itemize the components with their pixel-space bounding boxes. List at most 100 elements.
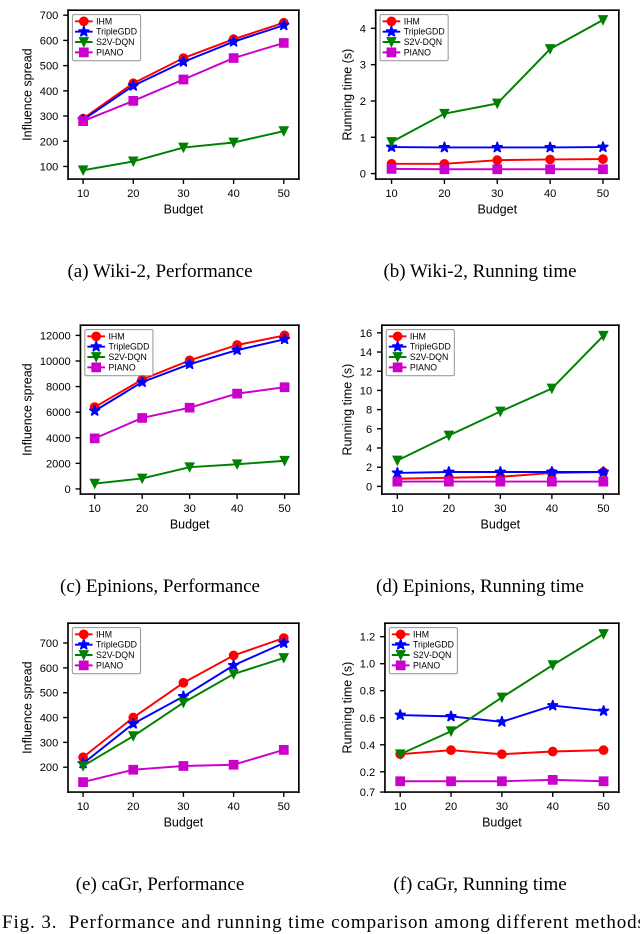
svg-text:20: 20: [442, 503, 454, 515]
svg-text:IHM: IHM: [96, 629, 112, 639]
svg-text:PIANO: PIANO: [96, 47, 123, 57]
svg-text:IHM: IHM: [412, 629, 428, 639]
svg-text:0.6: 0.6: [359, 713, 374, 725]
svg-text:IHM: IHM: [403, 16, 419, 26]
svg-text:Running time (s): Running time (s): [340, 49, 354, 141]
svg-text:10: 10: [391, 503, 403, 515]
svg-text:400: 400: [39, 713, 58, 725]
svg-text:10: 10: [394, 801, 406, 813]
svg-text:6: 6: [365, 424, 371, 436]
svg-text:20: 20: [127, 188, 139, 200]
svg-text:TripleGDD: TripleGDD: [412, 640, 453, 650]
svg-text:700: 700: [39, 10, 58, 22]
svg-text:2: 2: [359, 96, 365, 108]
svg-text:TripleGDD: TripleGDD: [409, 342, 450, 352]
svg-text:50: 50: [597, 801, 609, 813]
svg-text:10: 10: [88, 503, 100, 515]
svg-text:0.7: 0.7: [359, 787, 374, 799]
svg-text:PIANO: PIANO: [108, 362, 135, 372]
svg-text:10: 10: [76, 188, 88, 200]
svg-text:30: 30: [177, 801, 189, 813]
svg-text:10: 10: [76, 801, 88, 813]
svg-text:50: 50: [277, 188, 289, 200]
svg-text:0.2: 0.2: [359, 767, 374, 779]
svg-text:Influence spread: Influence spread: [20, 48, 34, 140]
svg-text:12000: 12000: [39, 330, 70, 342]
svg-text:Budget: Budget: [477, 203, 517, 217]
svg-text:0: 0: [359, 169, 365, 181]
svg-text:40: 40: [546, 801, 558, 813]
svg-text:6000: 6000: [46, 407, 71, 419]
svg-text:30: 30: [495, 801, 507, 813]
svg-text:Budget: Budget: [163, 816, 203, 830]
svg-text:20: 20: [135, 503, 147, 515]
svg-text:10000: 10000: [39, 356, 70, 368]
svg-text:Budget: Budget: [480, 518, 520, 532]
svg-text:14: 14: [359, 347, 371, 359]
svg-text:2: 2: [365, 462, 371, 474]
svg-text:50: 50: [277, 801, 289, 813]
svg-text:50: 50: [596, 188, 608, 200]
svg-text:600: 600: [39, 35, 58, 47]
svg-text:S2V-DQN: S2V-DQN: [412, 650, 450, 660]
svg-text:1.0: 1.0: [359, 659, 374, 671]
svg-text:1.2: 1.2: [359, 632, 374, 644]
svg-text:PIANO: PIANO: [412, 660, 439, 670]
svg-text:12: 12: [359, 366, 371, 378]
svg-text:PIANO: PIANO: [409, 362, 436, 372]
svg-text:10: 10: [359, 385, 371, 397]
svg-text:300: 300: [39, 111, 58, 123]
svg-text:40: 40: [543, 188, 555, 200]
svg-text:4000: 4000: [46, 433, 71, 445]
svg-text:2000: 2000: [46, 458, 71, 470]
svg-text:30: 30: [494, 503, 506, 515]
svg-text:20: 20: [444, 801, 456, 813]
svg-text:Budget: Budget: [169, 518, 209, 532]
svg-text:700: 700: [39, 638, 58, 650]
svg-text:200: 200: [39, 136, 58, 148]
svg-text:TripleGDD: TripleGDD: [403, 27, 444, 37]
svg-text:TripleGDD: TripleGDD: [96, 640, 137, 650]
svg-text:50: 50: [278, 503, 290, 515]
svg-text:30: 30: [183, 503, 195, 515]
svg-text:IHM: IHM: [409, 331, 425, 341]
svg-text:20: 20: [127, 801, 139, 813]
svg-text:0.8: 0.8: [359, 686, 374, 698]
svg-text:40: 40: [545, 503, 557, 515]
svg-text:0: 0: [365, 481, 371, 493]
svg-text:PIANO: PIANO: [403, 47, 430, 57]
svg-text:PIANO: PIANO: [96, 660, 123, 670]
svg-text:3: 3: [359, 60, 365, 72]
svg-text:300: 300: [39, 737, 58, 749]
svg-text:TripleGDD: TripleGDD: [108, 342, 149, 352]
svg-text:30: 30: [491, 188, 503, 200]
svg-text:40: 40: [230, 503, 242, 515]
svg-text:4: 4: [365, 443, 371, 455]
svg-text:40: 40: [227, 188, 239, 200]
svg-text:Running time (s): Running time (s): [340, 364, 354, 456]
svg-text:600: 600: [39, 663, 58, 675]
svg-text:200: 200: [39, 762, 58, 774]
svg-text:16: 16: [359, 328, 371, 340]
svg-text:S2V-DQN: S2V-DQN: [403, 37, 441, 47]
svg-text:8000: 8000: [46, 382, 71, 394]
svg-text:8: 8: [365, 405, 371, 417]
svg-text:IHM: IHM: [96, 16, 112, 26]
svg-text:Budget: Budget: [163, 203, 203, 217]
svg-text:Influence spread: Influence spread: [20, 363, 34, 455]
svg-text:400: 400: [39, 86, 58, 98]
svg-text:S2V-DQN: S2V-DQN: [96, 650, 134, 660]
svg-text:Influence spread: Influence spread: [20, 661, 34, 753]
svg-text:0.4: 0.4: [359, 740, 374, 752]
svg-text:IHM: IHM: [108, 331, 124, 341]
svg-text:500: 500: [39, 688, 58, 700]
svg-text:Running time (s): Running time (s): [340, 662, 354, 754]
svg-text:0: 0: [64, 484, 70, 496]
svg-text:500: 500: [39, 61, 58, 73]
svg-text:S2V-DQN: S2V-DQN: [96, 37, 134, 47]
svg-text:50: 50: [597, 503, 609, 515]
svg-text:40: 40: [227, 801, 239, 813]
svg-text:S2V-DQN: S2V-DQN: [409, 352, 447, 362]
svg-text:100: 100: [39, 161, 58, 173]
svg-text:S2V-DQN: S2V-DQN: [108, 352, 146, 362]
